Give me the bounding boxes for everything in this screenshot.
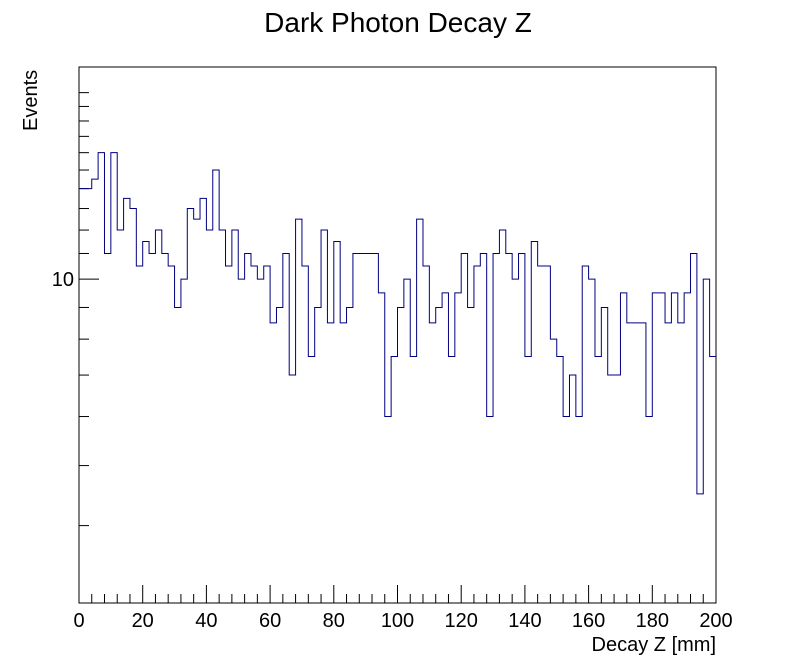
chart-title: Dark Photon Decay Z	[264, 7, 532, 38]
x-axis-ticks: 0 20 40 60 80 100 120 140 160 180 200	[73, 585, 733, 632]
x-tick-label: 40	[195, 610, 217, 632]
y-tick-label: 10	[52, 269, 74, 291]
x-tick-label: 100	[381, 610, 414, 632]
x-tick-label: 140	[508, 610, 541, 632]
x-tick-label: 160	[572, 610, 605, 632]
y-axis-ticks: 10	[52, 92, 99, 604]
x-axis-title: Decay Z [mm]	[592, 634, 716, 656]
x-tick-label: 60	[259, 610, 281, 632]
x-tick-label: 180	[636, 610, 669, 632]
y-axis-title: Events	[20, 70, 42, 131]
x-tick-label: 200	[699, 610, 732, 632]
x-tick-label: 80	[323, 610, 345, 632]
x-tick-label: 0	[73, 610, 84, 632]
histogram-series	[79, 152, 716, 495]
x-tick-label: 20	[132, 610, 154, 632]
x-tick-label: 120	[445, 610, 478, 632]
